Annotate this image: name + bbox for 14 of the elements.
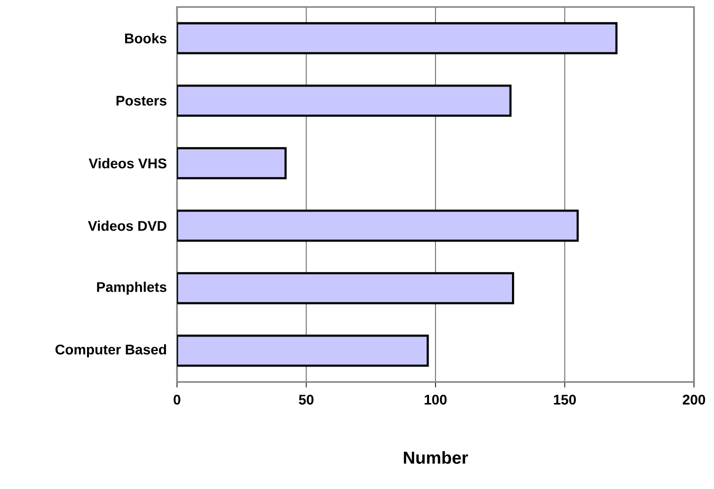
x-tick-label: 150	[554, 394, 576, 405]
x-tick-label: 50	[298, 394, 314, 405]
bar	[177, 210, 579, 242]
y-tick-label: Books	[125, 33, 166, 44]
x-tick-label: 200	[682, 394, 706, 405]
y-tick-label: Videos DVD	[88, 220, 166, 231]
x-tick-label: 0	[174, 394, 180, 405]
x-tick-label: 100	[424, 394, 447, 405]
y-tick-label: Posters	[116, 96, 166, 106]
bar	[177, 334, 429, 367]
y-tick-label: Videos VHS	[88, 158, 166, 168]
x-axis-title: Number	[404, 451, 468, 464]
y-tick-label: Pamphlets	[97, 282, 166, 295]
y-tick-label: Computer Based	[56, 344, 166, 358]
